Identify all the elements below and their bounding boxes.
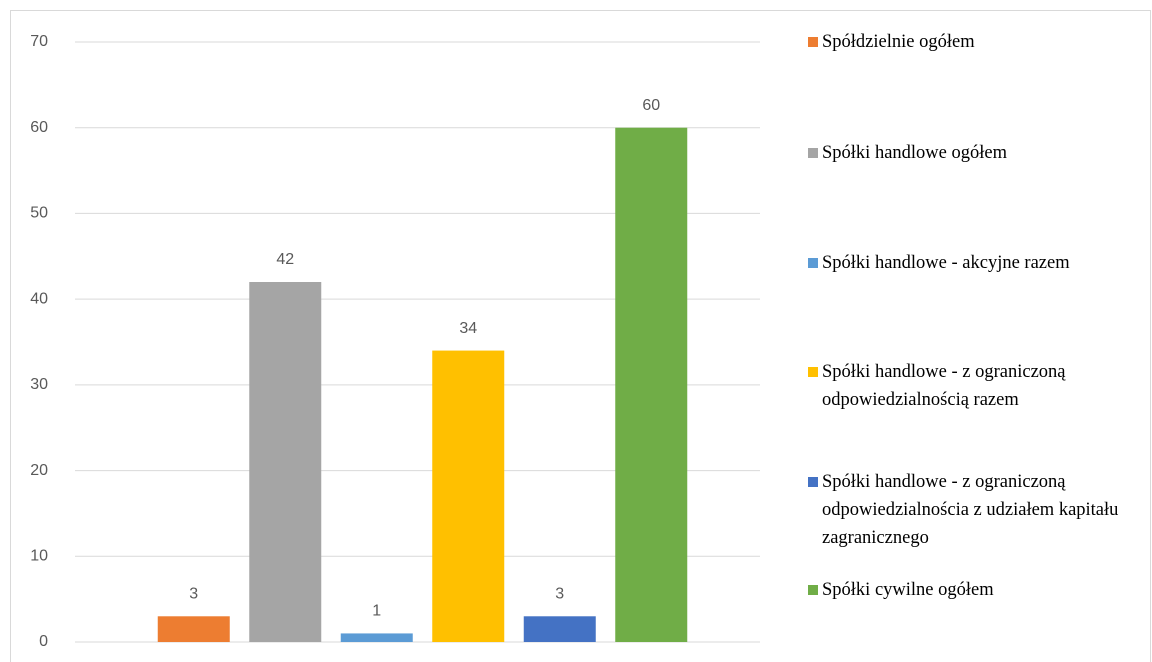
y-tick-label: 70	[30, 33, 48, 50]
y-tick-label: 10	[30, 548, 48, 565]
legend-label: Spółki handlowe ogółem	[822, 143, 1007, 163]
legend-label: Spółki cywilne ogółem	[822, 580, 994, 600]
legend-label: Spółki handlowe - akcyjne razem	[822, 253, 1070, 273]
legend-item: Spółki handlowe ogółem	[808, 139, 1152, 167]
data-label: 3	[555, 586, 564, 603]
data-label: 34	[459, 320, 477, 337]
legend-item: Spółki cywilne ogółem	[808, 576, 1152, 604]
bar	[157, 616, 230, 642]
bar	[340, 633, 413, 642]
legend-swatch	[808, 367, 818, 377]
y-tick-label: 0	[39, 633, 48, 650]
data-label: 42	[276, 251, 294, 268]
legend-label: Spółki handlowe - z ograniczoną odpowied…	[822, 362, 1066, 410]
bar	[523, 616, 596, 642]
bar	[432, 350, 505, 642]
legend-swatch	[808, 585, 818, 595]
y-tick-label: 20	[30, 462, 48, 479]
legend-swatch	[808, 37, 818, 47]
legend-swatch	[808, 477, 818, 487]
y-tick-label: 60	[30, 119, 48, 136]
y-tick-label: 50	[30, 205, 48, 222]
legend-label: Spółki handlowe - z ograniczoną odpowied…	[822, 472, 1119, 548]
y-tick-label: 30	[30, 376, 48, 393]
bar	[615, 127, 688, 642]
legend-swatch	[808, 258, 818, 268]
legend-item: Spółki handlowe - z ograniczoną odpowied…	[808, 358, 1152, 414]
data-label: 3	[189, 586, 198, 603]
legend-swatch	[808, 148, 818, 158]
data-label: 1	[372, 603, 381, 620]
legend-item: Spółki handlowe - akcyjne razem	[808, 249, 1152, 277]
bar	[249, 282, 322, 642]
chart-border	[10, 10, 1151, 662]
legend-item: Spółdzielnie ogółem	[808, 28, 1152, 56]
legend-item: Spółki handlowe - z ograniczoną odpowied…	[808, 468, 1152, 552]
legend-label: Spółdzielnie ogółem	[822, 32, 975, 52]
data-label: 60	[642, 97, 660, 114]
y-tick-label: 40	[30, 290, 48, 307]
